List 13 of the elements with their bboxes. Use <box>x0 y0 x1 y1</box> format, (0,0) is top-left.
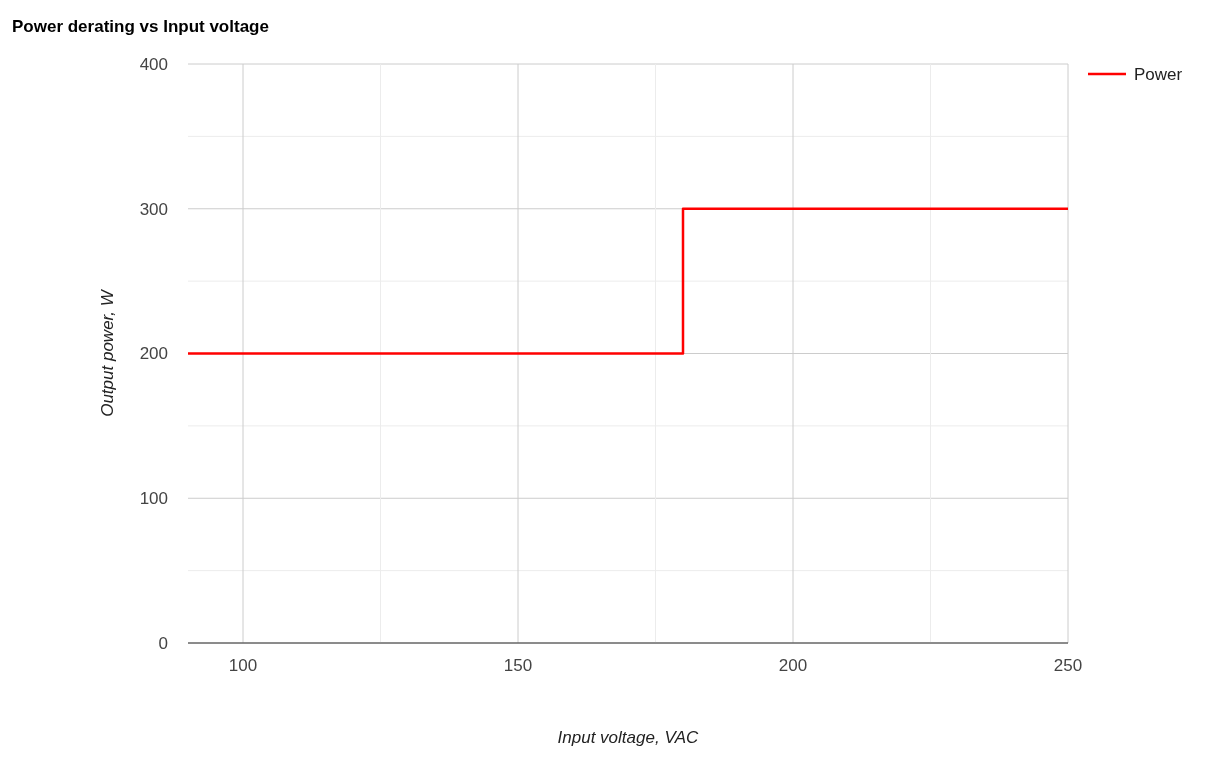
x-tick-label: 150 <box>503 656 533 675</box>
y-axis-title: Output power, W <box>98 288 117 417</box>
x-axis-title: Input voltage, VAC <box>557 728 700 747</box>
x-tick-label: 200 <box>778 656 808 675</box>
y-tick-label: 100 <box>139 489 168 509</box>
x-tick-label: 250 <box>1053 656 1083 675</box>
y-tick-label: 0 <box>158 633 168 653</box>
y-tick-label: 300 <box>139 199 168 219</box>
legend-label: Power <box>1134 64 1183 84</box>
chart-title: Power derating vs Input voltage <box>12 17 269 36</box>
x-tick-label: 100 <box>228 656 258 675</box>
y-tick-label: 400 <box>139 54 168 74</box>
y-tick-label: 200 <box>139 344 168 364</box>
